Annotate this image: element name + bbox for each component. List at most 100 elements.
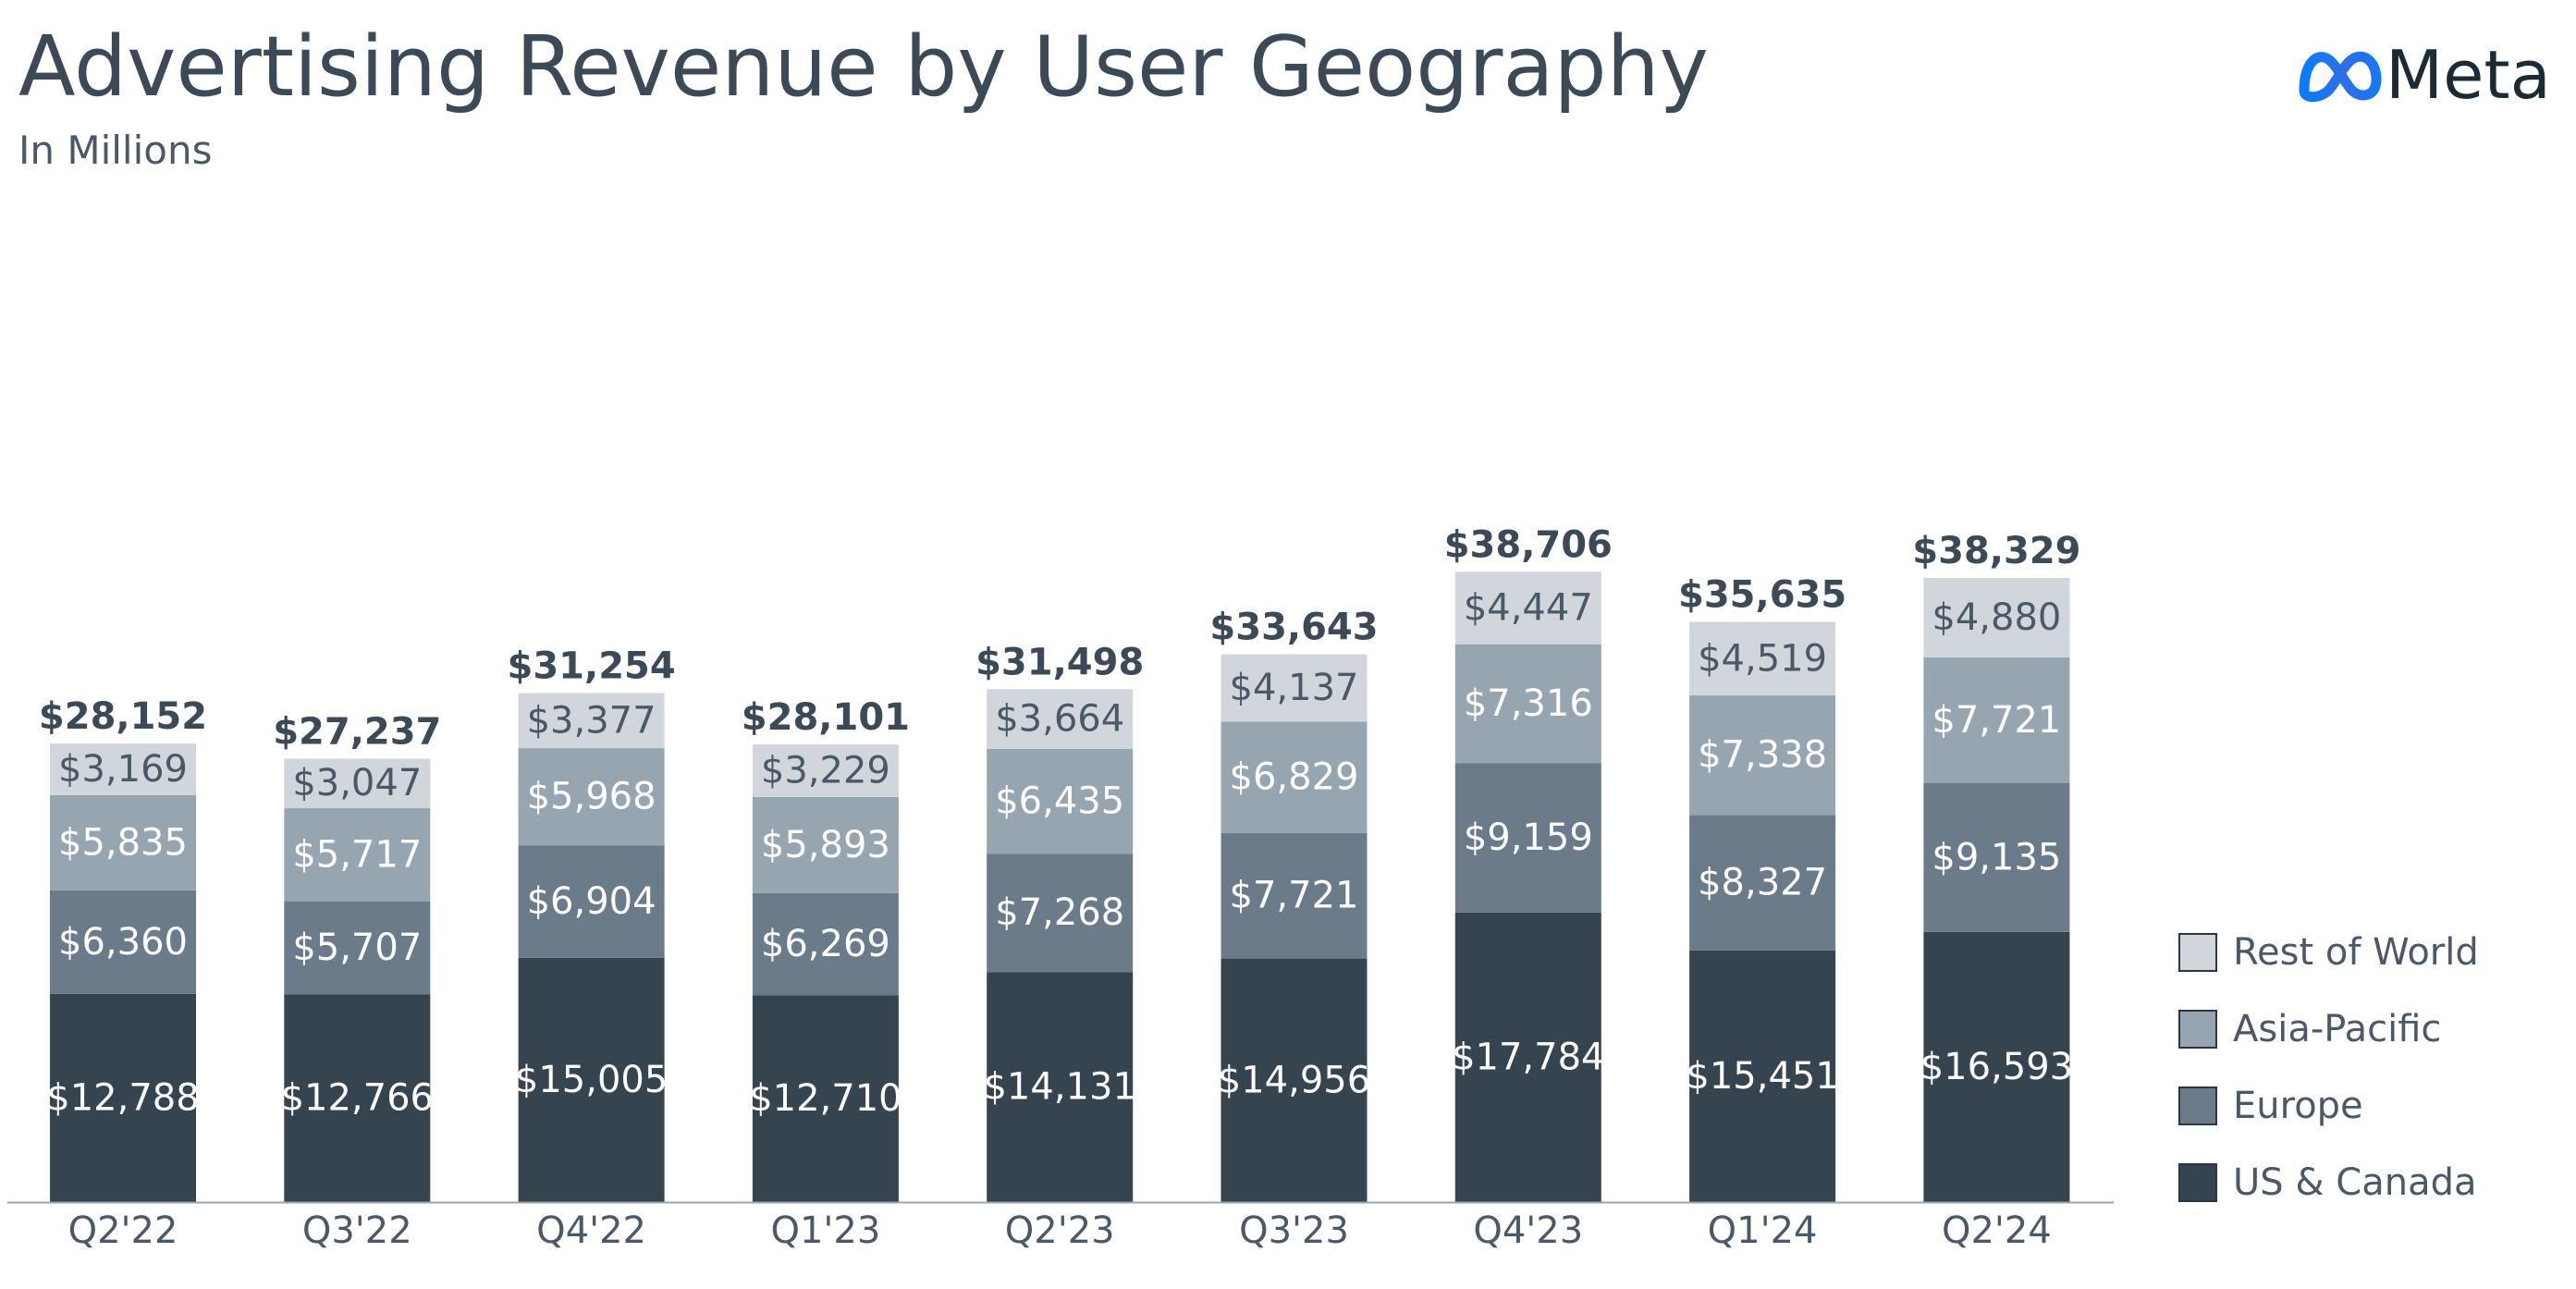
legend-swatch-europe	[2178, 1086, 2217, 1125]
x-tick-label-q3-23: Q3'23	[1239, 1209, 1349, 1252]
data-label-europe-q2-23: $7,268	[995, 891, 1124, 934]
bar-segment-us-canada-q4-22	[518, 957, 665, 1202]
bar-segment-us-canada-q2-23	[987, 972, 1134, 1202]
bar-segment-rest-of-world-q3-22	[284, 758, 431, 809]
bar-segment-europe-q4-23	[1454, 763, 1601, 913]
data-label-rest-of-world-q2-24: $4,880	[1932, 596, 2061, 639]
bar-segment-rest-of-world-q2-23	[987, 689, 1134, 749]
data-label-asia-pacific-q4-22: $5,968	[527, 776, 656, 818]
chart-subtitle: In Millions	[18, 128, 213, 173]
data-label-europe-q1-24: $8,327	[1698, 862, 1827, 904]
data-label-us-canada-q3-22: $12,766	[281, 1077, 434, 1120]
legend-label-rest-of-world: Rest of World	[2233, 931, 2479, 974]
total-label-q4-23: $38,706	[1444, 523, 1613, 566]
data-label-asia-pacific-q1-23: $5,893	[761, 824, 890, 866]
x-tick-label-q1-23: Q1'23	[770, 1209, 880, 1252]
data-label-europe-q3-23: $7,721	[1230, 875, 1359, 917]
bar-segment-asia-pacific-q2-24	[1923, 657, 2070, 783]
legend-label-us-canada: US & Canada	[2233, 1161, 2477, 1204]
legend-swatch-us-canada	[2178, 1163, 2217, 1202]
total-label-q2-24: $38,329	[1912, 530, 2080, 572]
bar-segment-europe-q2-23	[987, 853, 1134, 973]
bar-segment-asia-pacific-q1-23	[752, 797, 899, 893]
bar-segment-rest-of-world-q1-23	[752, 744, 899, 797]
bar-segment-europe-q1-23	[752, 892, 899, 996]
data-label-rest-of-world-q2-22: $3,169	[58, 748, 188, 791]
bar-segment-europe-q2-22	[50, 890, 196, 994]
bar-segment-us-canada-q3-22	[284, 994, 431, 1202]
total-label-q1-23: $28,101	[742, 696, 910, 739]
total-label-q3-23: $33,643	[1209, 607, 1378, 649]
bar-segment-rest-of-world-q2-24	[1923, 578, 2070, 657]
x-tick-label-q2-23: Q2'23	[1005, 1209, 1115, 1252]
bar-segment-rest-of-world-q2-22	[50, 743, 196, 795]
data-label-europe-q4-22: $6,904	[527, 880, 656, 923]
legend-swatch-asia-pacific	[2178, 1010, 2217, 1049]
data-label-europe-q4-23: $9,159	[1464, 816, 1593, 859]
bar-segment-us-canada-q1-24	[1689, 950, 1836, 1202]
data-label-us-canada-q1-23: $12,710	[749, 1077, 902, 1120]
brand-name: Meta	[2386, 36, 2551, 114]
data-label-rest-of-world-q1-23: $3,229	[761, 750, 890, 792]
x-tick-label-q2-22: Q2'22	[68, 1209, 178, 1252]
bar-segment-europe-q2-24	[1923, 782, 2070, 932]
total-label-q4-22: $31,254	[508, 645, 676, 688]
data-label-us-canada-q3-23: $14,956	[1218, 1059, 1370, 1101]
bar-segment-asia-pacific-q1-24	[1689, 695, 1836, 816]
bar-segment-asia-pacific-q3-23	[1221, 721, 1368, 833]
data-label-rest-of-world-q3-23: $4,137	[1230, 667, 1359, 709]
data-label-asia-pacific-q1-24: $7,338	[1698, 734, 1827, 777]
data-label-rest-of-world-q1-24: $4,519	[1698, 637, 1827, 680]
bar-segment-rest-of-world-q1-24	[1689, 621, 1836, 696]
data-label-us-canada-q2-23: $14,131	[983, 1066, 1135, 1109]
data-label-asia-pacific-q2-24: $7,721	[1932, 699, 2061, 742]
x-tick-label-q4-23: Q4'23	[1473, 1209, 1583, 1252]
total-label-q3-22: $27,237	[273, 710, 441, 753]
x-tick-label-q2-24: Q2'24	[1942, 1209, 2052, 1252]
bar-segment-asia-pacific-q4-23	[1454, 644, 1601, 764]
data-label-asia-pacific-q4-23: $7,316	[1464, 682, 1593, 725]
bar-segment-asia-pacific-q3-22	[284, 808, 431, 902]
bar-segment-europe-q3-23	[1221, 832, 1368, 959]
legend-swatch-rest-of-world	[2178, 933, 2217, 972]
data-label-rest-of-world-q3-22: $3,047	[292, 762, 422, 804]
x-tick-label-q1-24: Q1'24	[1708, 1209, 1818, 1252]
bar-segment-asia-pacific-q4-22	[518, 748, 665, 846]
bar-segment-rest-of-world-q4-22	[518, 693, 665, 749]
bar-labels-group: $12,788 $6,360 $5,835 $3,169 $28,152 Q2'22 $12…	[39, 523, 2081, 1252]
bar-segment-us-canada-q4-23	[1454, 912, 1601, 1202]
data-label-us-canada-q1-24: $15,451	[1686, 1055, 1838, 1098]
brand-logo: Meta	[2297, 37, 2565, 113]
bar-segment-us-canada-q2-24	[1923, 931, 2070, 1202]
data-label-asia-pacific-q2-22: $5,835	[58, 821, 188, 864]
data-label-asia-pacific-q3-22: $5,717	[292, 833, 422, 876]
total-label-q1-24: $35,635	[1678, 574, 1846, 617]
data-label-us-canada-q2-24: $16,593	[1920, 1046, 2073, 1088]
x-tick-label-q3-22: Q3'22	[302, 1209, 412, 1252]
bar-segment-europe-q3-22	[284, 901, 431, 995]
data-label-rest-of-world-q2-23: $3,664	[995, 698, 1124, 741]
total-label-q2-22: $28,152	[39, 695, 207, 738]
meta-infinity-icon	[2299, 51, 2382, 103]
total-label-q2-23: $31,498	[975, 641, 1144, 683]
data-label-asia-pacific-q2-23: $6,435	[995, 780, 1124, 823]
bar-segment-asia-pacific-q2-22	[50, 795, 196, 890]
data-label-us-canada-q4-22: $15,005	[515, 1059, 668, 1101]
bar-segment-us-canada-q3-23	[1221, 958, 1368, 1202]
x-tick-label-q4-22: Q4'22	[536, 1209, 646, 1252]
data-label-rest-of-world-q4-23: $4,447	[1464, 587, 1593, 630]
legend: Rest of World Asia-Pacific Europe US & Cana…	[2178, 931, 2479, 1204]
data-label-us-canada-q2-22: $12,788	[46, 1076, 199, 1119]
data-label-europe-q1-23: $6,269	[761, 923, 890, 965]
data-label-europe-q2-22: $6,360	[58, 921, 188, 964]
chart-title: Advertising Revenue by User Geography	[18, 18, 1709, 116]
legend-label-asia-pacific: Asia-Pacific	[2233, 1008, 2441, 1050]
bar-segment-asia-pacific-q2-23	[987, 748, 1134, 854]
bar-segment-europe-q4-22	[518, 845, 665, 958]
bar-segment-rest-of-world-q4-23	[1454, 571, 1601, 644]
data-label-rest-of-world-q4-22: $3,377	[527, 699, 656, 742]
bar-segment-us-canada-q2-22	[50, 993, 196, 1202]
bar-segment-europe-q1-24	[1689, 815, 1836, 951]
data-label-asia-pacific-q3-23: $6,829	[1230, 756, 1359, 799]
